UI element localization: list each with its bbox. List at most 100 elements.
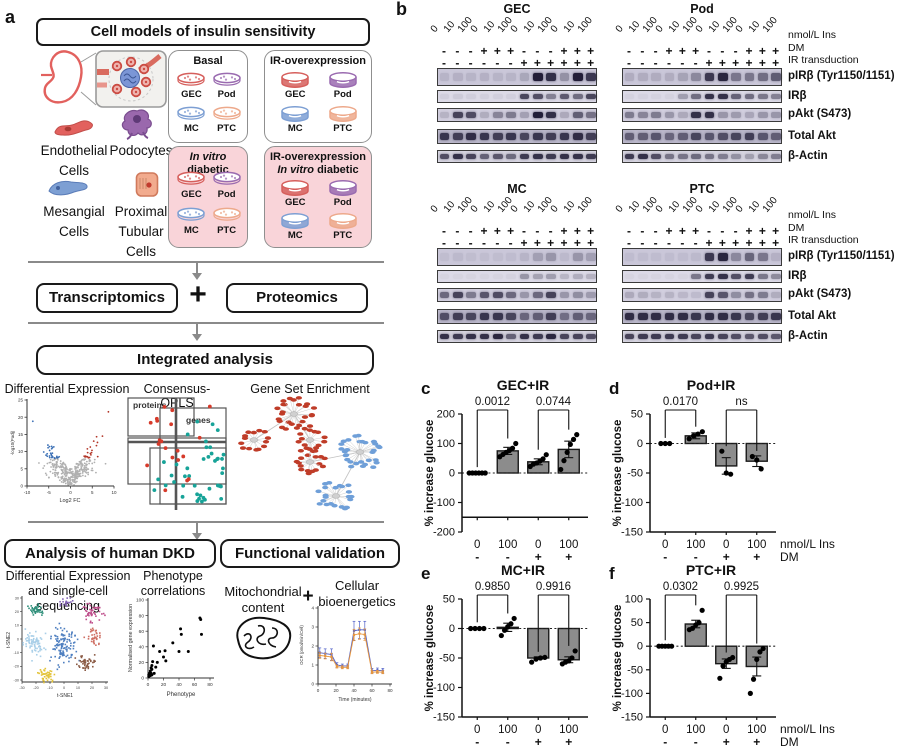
blot-band [717,333,728,340]
blot-band [479,153,490,160]
functional-validation-box: Functional validation [220,539,400,568]
blot-band [637,73,648,81]
condition-box-title: IR-overexpression [270,55,366,67]
svg-text:50: 50 [443,594,455,606]
panel-a-title-box: Cell models of insulin sensitivity [36,18,370,46]
chart-panel-c: c GEC+IR 200 100 0 -100 -200 0.0012 0.0744 0 100 0 1… [420,374,608,571]
blot-band [506,333,517,340]
tsne-cluster-5 [82,602,106,624]
proximal-tubular-cells-label: Proximal Tubular Cells [114,204,168,259]
svg-text:0: 0 [637,641,643,653]
blot-band [492,333,503,340]
blot-band [506,73,517,81]
points-d-2 [719,448,734,477]
condition-box-0: Basal GEC Pod MC PTC [168,50,248,143]
blot-band [691,153,702,160]
protein-label-4: β-Actin [788,329,828,342]
blot-band [771,133,782,140]
blot-band [664,333,675,340]
blot-band [546,253,557,261]
blot-band [572,93,583,100]
volcano-plot: -10 -5 0 5 10 0 5 10 15 20 25 Log2 FC -log10(Padj) [8,394,122,523]
blot-band [519,133,530,140]
condition-box-1: IR-overexpression GEC Pod MC PTC [264,50,372,143]
svg-text:e: e [421,564,430,583]
points-e-3 [559,648,578,667]
svg-text:20: 20 [18,415,24,420]
svg-text:nmol/L Ins: nmol/L Ins [780,537,835,551]
ir-sign: + [547,236,555,250]
svg-text:80: 80 [387,688,393,693]
culture-dish-icon-pod [329,72,357,88]
svg-text:0: 0 [20,484,23,489]
blot-band [677,333,688,340]
svg-text:0: 0 [317,688,320,693]
tsne-plot: -30 -30 -20 -20 -10 -10 0 0 10 10 20 20 30 30 t-SNE1 t-… [6,594,118,715]
dm-sign: + [493,44,501,58]
svg-text:30: 30 [104,686,108,690]
blot-band [506,253,517,261]
dm-sign: - [627,224,631,238]
svg-text:-: - [506,550,510,564]
blot-band [744,153,755,160]
blot-band [771,333,782,340]
ir-sign: + [758,236,766,250]
blot-band [757,333,768,340]
blot-band [532,253,543,261]
dm-sign: - [535,224,540,238]
blot-band [480,274,490,279]
ir-sign: + [772,236,780,250]
points-f-2 [717,654,736,681]
svg-text:-: - [663,550,667,564]
dm-sign: - [442,224,446,238]
svg-text:+: + [565,550,572,564]
blot-band [744,112,755,118]
svg-text:+: + [565,735,572,749]
blot-band [532,313,543,320]
row-label-ir: IR transduction [788,54,859,66]
blot-band [586,73,597,81]
svg-text:25: 25 [18,398,24,403]
ir-sign: - [693,56,698,70]
dm-sign: + [758,44,766,58]
svg-text:-50: -50 [439,653,455,665]
svg-text:genes: genes [186,415,211,425]
svg-text:-100: -100 [621,497,643,509]
blot-band [637,313,648,320]
bar-chart-c: c GEC+IR 200 100 0 -100 -200 0.0012 0.0744 0 100 0 1… [421,377,588,564]
blot-band [452,112,463,118]
ir-sign: + [560,56,568,70]
blot-band [717,93,728,100]
blot-band [586,112,597,118]
ir-sign: + [533,236,541,250]
blot-band [757,133,768,140]
svg-text:0.0170: 0.0170 [663,396,698,408]
culture-dish-icon-pod [212,171,241,185]
tsne-cluster-6 [83,627,101,647]
blot-band [691,133,702,140]
dish-label-pod: Pod [217,89,236,100]
blot-band [479,253,490,261]
svg-text:1: 1 [311,663,314,668]
blot-band [506,313,517,320]
blot-band [519,153,530,160]
svg-text:40: 40 [139,645,145,651]
blot-block-gec: GEC 0 10 100 0 10 100 0 10 100 0 10 100- - - + + + - - - + + + -… [429,2,717,170]
blot-band [624,73,635,81]
proximal-tubular-cell-icon [135,172,159,197]
svg-text:40: 40 [176,682,182,688]
blot-band [439,112,450,118]
svg-text:50: 50 [631,409,643,421]
gene-set-enrichment-networks [232,394,396,529]
blot-band [546,93,557,100]
blot-band [717,253,728,261]
blot-band [637,93,648,100]
dm-sign: + [560,44,568,58]
blot-band [744,253,755,261]
blot-band [624,112,635,118]
svg-text:-: - [663,735,667,749]
kidney-glomerulus-diagram [41,50,167,108]
series-orange [318,627,385,675]
blot-band [452,333,463,340]
